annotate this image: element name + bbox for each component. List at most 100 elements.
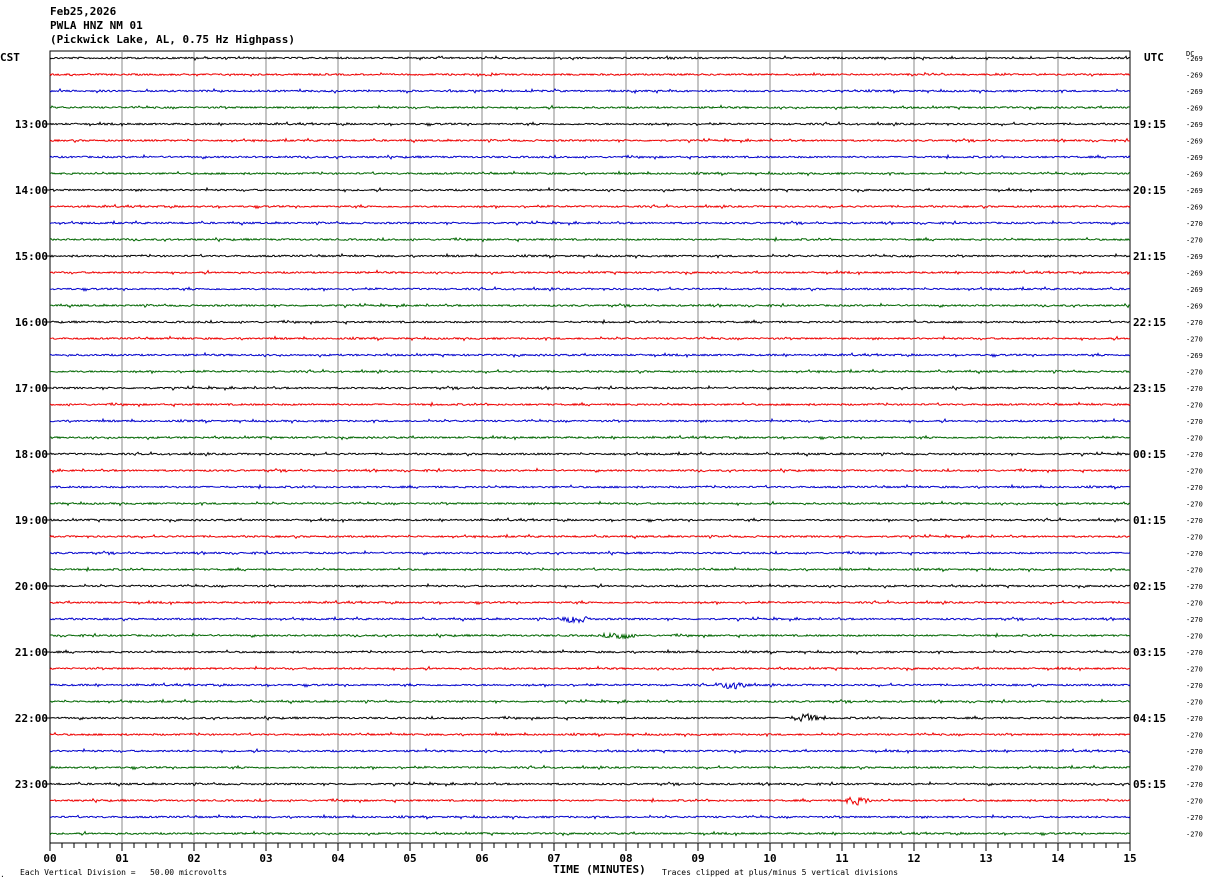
x-tick-label: 13 — [979, 852, 992, 865]
dc-offset-label: -269 — [1186, 105, 1203, 113]
dc-offset-label: -270 — [1186, 748, 1203, 756]
left-hour-label: 23:00 — [15, 778, 48, 791]
right-hour-label: 19:15 — [1133, 118, 1166, 131]
dc-offset-label: -270 — [1186, 550, 1203, 558]
seismic-trace — [50, 434, 1131, 441]
x-tick-label: 01 — [115, 852, 129, 865]
right-timezone-label: UTC — [1144, 51, 1164, 64]
x-tick-label: 11 — [835, 852, 849, 865]
x-tick-label: 02 — [187, 852, 200, 865]
chart-grid — [49, 50, 1131, 844]
left-timezone-label: CST — [0, 51, 20, 64]
dc-offset-label: -270 — [1186, 649, 1203, 657]
x-tick-label: 09 — [691, 852, 704, 865]
dc-offset-label: -270 — [1186, 831, 1203, 839]
dc-offset-label: -270 — [1186, 418, 1203, 426]
dc-offset-label: -270 — [1186, 781, 1203, 789]
seismic-trace — [50, 631, 1131, 640]
left-hour-label: 22:00 — [15, 712, 48, 725]
seismic-trace — [49, 384, 1131, 391]
dc-offset-label: -269 — [1186, 138, 1203, 146]
right-hour-label: 21:15 — [1133, 250, 1166, 263]
seismic-trace — [49, 302, 1131, 309]
dc-offset-label: -270 — [1186, 451, 1203, 459]
seismic-trace — [49, 566, 1131, 573]
seismic-trace — [49, 533, 1130, 540]
seismic-trace — [50, 467, 1131, 474]
header-date: Feb25,2026 — [50, 5, 117, 18]
dc-offset-label: -269 — [1186, 286, 1203, 294]
dc-offset-label: -270 — [1186, 468, 1203, 476]
seismic-trace — [49, 54, 1131, 62]
right-hour-label: 23:15 — [1133, 382, 1166, 395]
seismic-trace — [49, 796, 1131, 806]
dc-offset-label: -270 — [1186, 600, 1203, 608]
right-hour-label: 00:15 — [1133, 448, 1166, 461]
x-tick-label: 05 — [403, 852, 416, 865]
x-axis-label: TIME (MINUTES) — [553, 863, 646, 876]
left-hour-label: 16:00 — [15, 316, 48, 329]
dc-offset-label: -270 — [1186, 567, 1203, 575]
left-hour-label: 17:00 — [15, 382, 48, 395]
seismic-trace — [49, 500, 1131, 507]
seismic-trace — [49, 121, 1131, 128]
right-hour-label: 01:15 — [1133, 514, 1166, 527]
x-tick-label: 03 — [259, 852, 272, 865]
dc-offset-label: -270 — [1186, 616, 1203, 624]
dc-offset-label: -269 — [1186, 121, 1203, 129]
dc-offset-label: -270 — [1186, 666, 1203, 674]
dc-offset-label: -269 — [1186, 352, 1203, 360]
dc-offset-label: -270 — [1186, 765, 1203, 773]
left-hour-label: 20:00 — [15, 580, 48, 593]
dc-offset-label: -270 — [1186, 369, 1203, 377]
dc-offset-labels: -269 -269 -269 -269 -269 -269 -269 -269 -269 -269… — [1186, 55, 1203, 839]
dc-offset-label: -270 — [1186, 699, 1203, 707]
plot-frame — [49, 50, 1131, 844]
seismic-trace — [49, 517, 1131, 524]
x-tick-label: 08 — [619, 852, 632, 865]
dc-offset-label: -270 — [1186, 715, 1203, 723]
seismic-trace — [49, 549, 1131, 556]
seismic-trace — [49, 87, 1131, 95]
chart-axis: 00 01 02 03 04 05 06 07 08 09 10 11 12 13 14 15 — [43, 843, 1137, 865]
left-hour-label: 18:00 — [15, 448, 48, 461]
x-tick-label: 14 — [1051, 852, 1065, 865]
seismic-trace — [49, 401, 1131, 408]
seismic-trace — [50, 335, 1131, 342]
dc-offset-label: -269 — [1186, 55, 1203, 63]
seismic-trace — [50, 104, 1130, 111]
seismic-trace — [49, 186, 1131, 194]
right-hour-label: 03:15 — [1133, 646, 1166, 659]
seismic-trace — [49, 269, 1131, 276]
right-hour-label: 02:15 — [1133, 580, 1166, 593]
seismic-trace — [49, 285, 1131, 292]
hour-labels: 13:00 14:00 15:00 16:00 17:00 18:00 19:00 20:00… — [15, 118, 1166, 791]
dc-offset-label: -270 — [1186, 517, 1203, 525]
dc-label: DC — [1186, 50, 1195, 58]
x-tick-label: 10 — [763, 852, 776, 865]
dc-offset-label: -270 — [1186, 732, 1203, 740]
right-hour-label: 04:15 — [1133, 712, 1166, 725]
seismic-trace — [49, 830, 1131, 837]
seismic-trace — [49, 450, 1131, 457]
right-hour-label: 05:15 — [1133, 778, 1166, 791]
seismic-trace — [49, 813, 1131, 820]
dc-offset-label: -269 — [1186, 270, 1203, 278]
seismic-trace — [49, 483, 1131, 490]
seismic-trace — [49, 681, 1131, 690]
seismic-trace — [49, 698, 1131, 705]
dc-offset-label: -270 — [1186, 501, 1203, 509]
dc-offset-label: -270 — [1186, 319, 1203, 327]
x-tick-label: 15 — [1123, 852, 1136, 865]
seismic-trace — [49, 252, 1131, 259]
header-station: PWLA HNZ NM 01 — [50, 19, 143, 32]
seismic-trace — [49, 764, 1131, 771]
seismic-trace — [49, 236, 1131, 243]
clip-note: Traces clipped at plus/minus 5 vertical … — [662, 868, 899, 877]
seismic-trace — [49, 648, 1131, 655]
chart-traces — [49, 54, 1131, 837]
left-hour-label: 15:00 — [15, 250, 48, 263]
seismic-trace — [49, 203, 1131, 210]
seismic-trace — [49, 318, 1131, 325]
seismic-trace — [49, 417, 1131, 424]
